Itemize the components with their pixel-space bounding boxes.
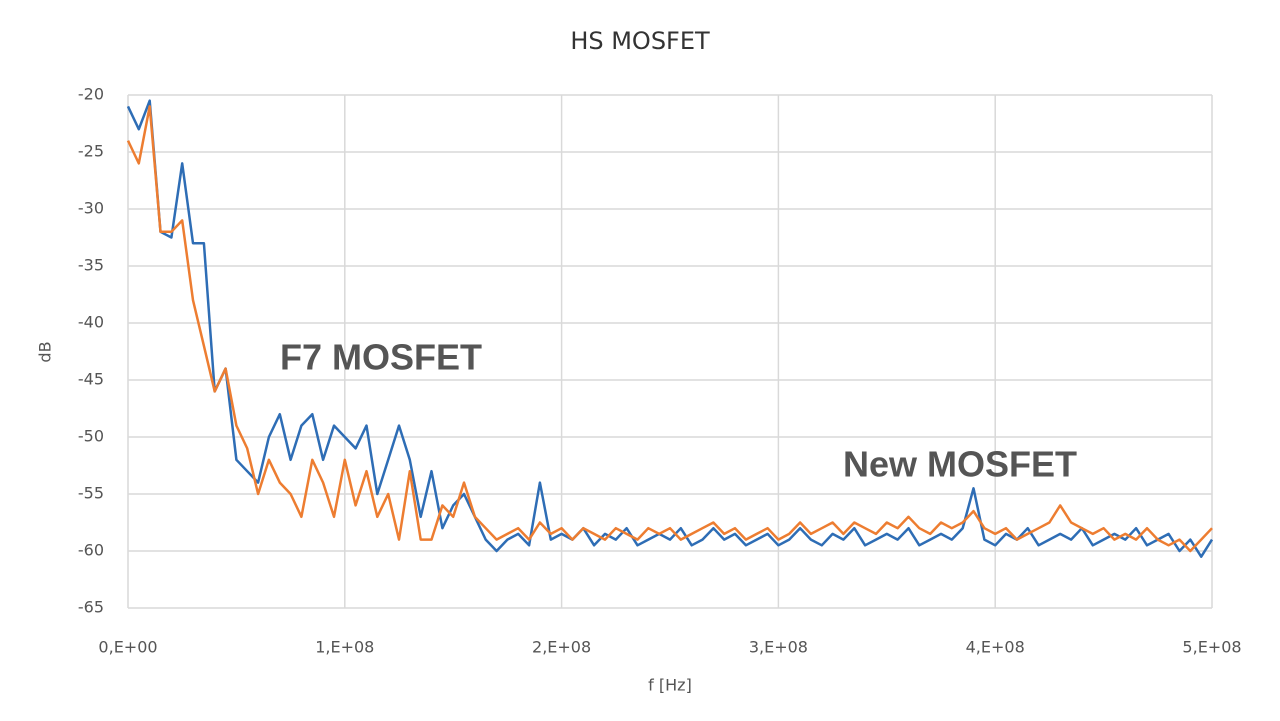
y-tick-label: -20 bbox=[78, 85, 104, 104]
y-tick-label: -65 bbox=[78, 598, 104, 617]
x-tick-label: 4,E+08 bbox=[966, 638, 1025, 657]
series-annotation: New MOSFET bbox=[843, 444, 1077, 485]
x-tick-label: 2,E+08 bbox=[532, 638, 591, 657]
y-tick-label: -35 bbox=[78, 256, 104, 275]
y-axis-label: dB bbox=[36, 341, 55, 362]
y-tick-label: -55 bbox=[78, 484, 104, 503]
x-axis-label: f [Hz] bbox=[648, 676, 692, 695]
x-tick-label: 5,E+08 bbox=[1182, 638, 1241, 657]
chart-title: HS MOSFET bbox=[570, 27, 710, 55]
y-tick-label: -50 bbox=[78, 427, 104, 446]
y-tick-label: -40 bbox=[78, 313, 104, 332]
x-tick-label: 1,E+08 bbox=[315, 638, 374, 657]
y-tick-label: -60 bbox=[78, 541, 104, 560]
y-tick-label: -30 bbox=[78, 199, 104, 218]
series-line bbox=[126, 99, 1214, 558]
series-line bbox=[126, 105, 1213, 553]
y-tick-label: -25 bbox=[78, 142, 104, 161]
x-tick-label: 3,E+08 bbox=[749, 638, 808, 657]
series-annotation: F7 MOSFET bbox=[280, 337, 482, 378]
y-tick-label: -45 bbox=[78, 370, 104, 389]
x-tick-label: 0,E+00 bbox=[98, 638, 157, 657]
